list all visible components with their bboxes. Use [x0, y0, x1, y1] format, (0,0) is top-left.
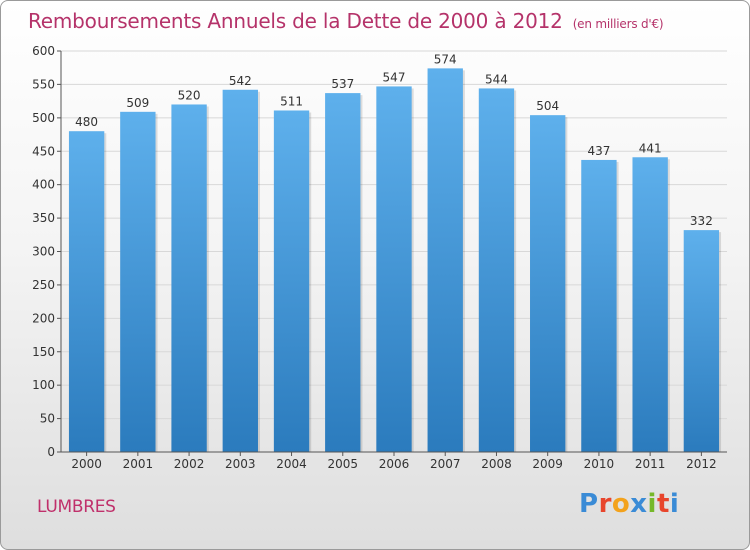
bar: [68, 131, 105, 452]
bars: 480 509 520 542 511 537 547 574 544 504 437 441 332: [68, 52, 722, 453]
x-tick-label: 2001: [123, 457, 154, 471]
bar-value-label: 574: [434, 52, 457, 66]
x-tick-label: 2007: [430, 457, 461, 471]
bar-value-label: 544: [485, 72, 508, 86]
logo-letter: i: [647, 489, 657, 519]
bar-value-label: 537: [331, 77, 354, 91]
proxiti-logo: Proxiti: [579, 489, 679, 519]
y-tick-label: 200: [32, 311, 55, 325]
bar: [530, 115, 566, 452]
bar: [171, 104, 207, 452]
x-tick-label: 2004: [276, 457, 307, 471]
x-tick-label: 2006: [379, 457, 410, 471]
y-tick-label: 150: [32, 345, 55, 359]
x-tick-label: 2005: [327, 457, 358, 471]
logo-letter: t: [656, 489, 670, 519]
x-tick-label: 2011: [635, 457, 666, 471]
y-tick-label: 400: [32, 178, 55, 192]
chart-title: Remboursements Annuels de la Dette de 20…: [28, 9, 664, 33]
y-tick-label: 600: [32, 44, 55, 58]
city-name: LUMBRES: [37, 497, 116, 517]
x-tick-label: 2000: [71, 457, 102, 471]
logo-letter: i: [669, 489, 680, 519]
bar: [222, 89, 258, 452]
y-tick-label: 450: [32, 144, 55, 158]
y-axis: 0 50 100 150 200 250 300 350 400 450 500 550 600: [32, 44, 62, 459]
bar: [632, 157, 668, 452]
bar-value-label: 504: [536, 99, 559, 113]
bar: [376, 86, 412, 453]
logo-letter: x: [630, 489, 648, 519]
bar-value-label: 511: [280, 94, 303, 108]
bar: [581, 159, 617, 452]
bar-value-label: 480: [75, 115, 98, 129]
y-tick-label: 250: [32, 278, 55, 292]
x-tick-label: 2002: [174, 457, 205, 471]
bar-value-label: 520: [178, 88, 201, 102]
bar-value-label: 437: [587, 144, 610, 158]
bar-value-label: 441: [639, 141, 662, 155]
y-tick-label: 500: [32, 111, 55, 125]
logo-letter: o: [611, 489, 631, 519]
y-tick-label: 100: [32, 378, 55, 392]
bar-value-label: 547: [383, 70, 406, 84]
x-tick-label: 2003: [225, 457, 256, 471]
chart-unit: (en milliers d'€): [572, 17, 664, 31]
x-tick-label: 2012: [686, 457, 717, 471]
bar: [273, 110, 310, 453]
bar: [427, 68, 463, 453]
bar-value-label: 332: [690, 214, 713, 228]
chart-title-text: Remboursements Annuels de la Dette de 20…: [28, 9, 563, 33]
bar: [325, 93, 361, 452]
logo-letter: P: [579, 489, 599, 519]
bar-value-label: 542: [229, 74, 252, 88]
y-tick-label: 350: [32, 211, 55, 225]
y-tick-label: 300: [32, 245, 55, 259]
logo-letter: r: [598, 489, 612, 519]
x-tick-label: 2008: [481, 457, 512, 471]
bar: [683, 230, 720, 452]
bar-value-label: 509: [126, 96, 149, 110]
x-tick-label: 2010: [584, 457, 615, 471]
x-axis: 2000 2001 2002 2003 2004 2005 2006 2007 2008 2009…: [61, 451, 727, 471]
x-tick-label: 2009: [532, 457, 563, 471]
y-tick-label: 550: [32, 77, 55, 91]
bar: [120, 111, 156, 453]
y-tick-label: 50: [40, 412, 55, 426]
y-tick-label: 0: [47, 445, 55, 459]
bar: [478, 88, 515, 452]
